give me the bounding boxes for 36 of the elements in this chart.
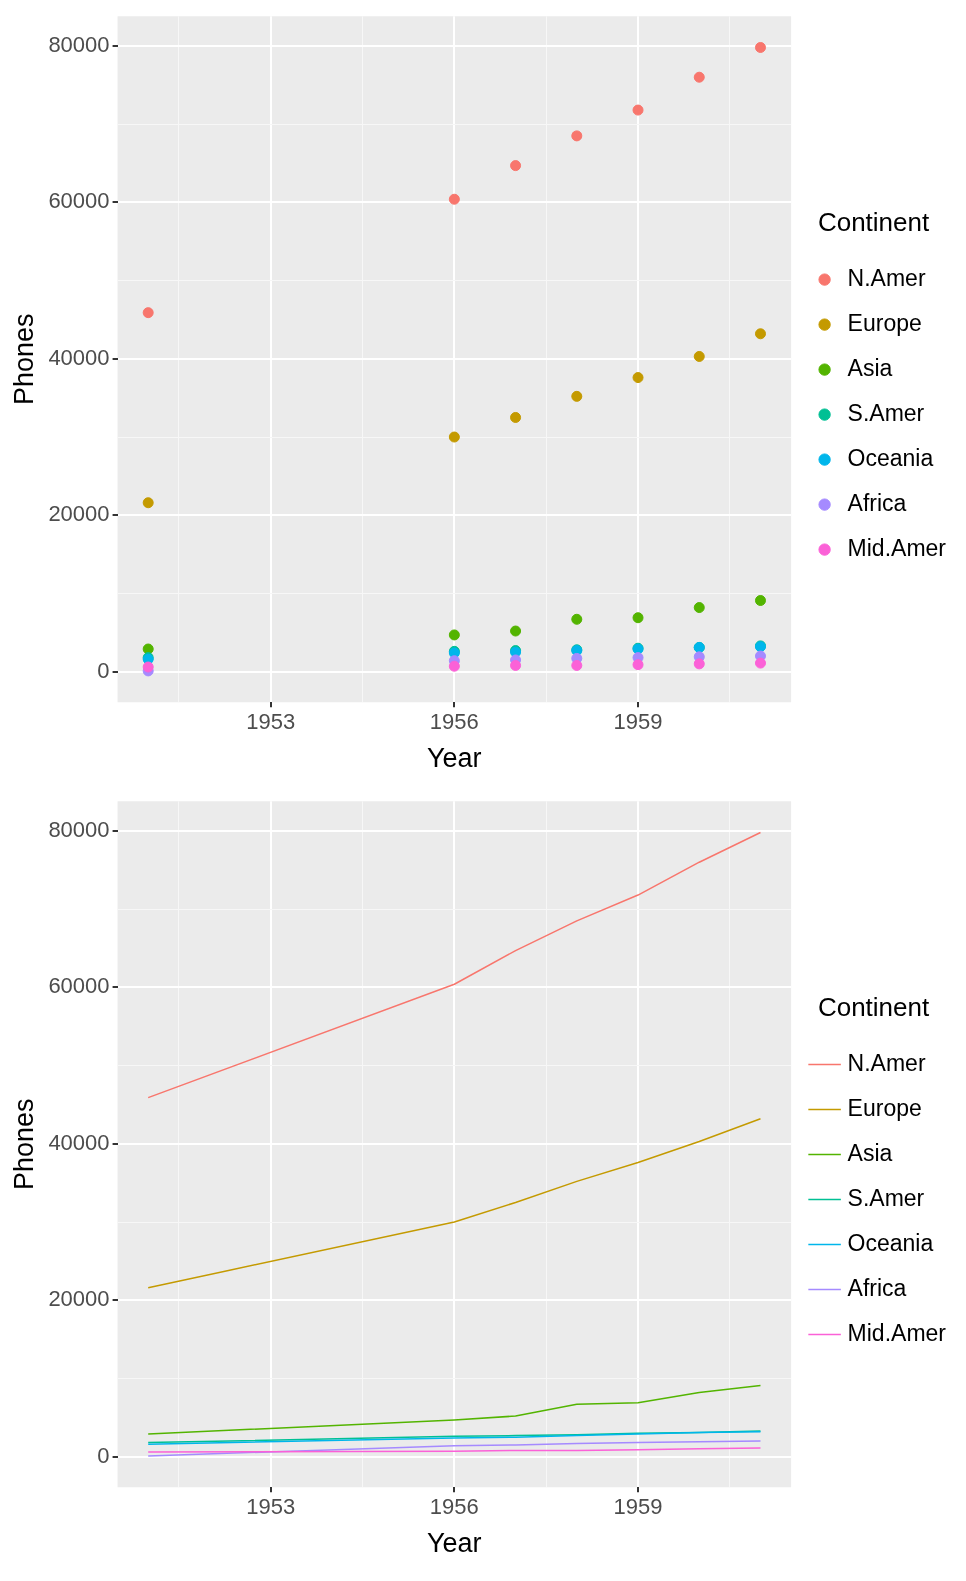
legend-label: N.Amer [847, 264, 926, 291]
y-tick-label: 80000 [48, 31, 110, 57]
y-tick-label: 0 [97, 1442, 110, 1468]
legend-label: Oceania [847, 444, 934, 471]
legend-label: Europe [847, 309, 922, 336]
x-axis-title: Year [427, 1528, 482, 1559]
x-tick-label: 1953 [246, 709, 296, 735]
legend-label: Mid.Amer [847, 1319, 947, 1346]
y-axis-title: Phones [8, 1098, 39, 1190]
y-tick-label: 40000 [48, 344, 110, 370]
y-tick-label: 80000 [48, 816, 110, 842]
y-tick-label: 20000 [48, 501, 110, 527]
x-tick-label: 1953 [246, 1494, 296, 1520]
x-axis-title: Year [427, 743, 482, 774]
y-tick-label: 0 [97, 657, 110, 683]
x-tick-label: 1956 [429, 1494, 479, 1520]
legend-label: S.Amer [847, 1184, 925, 1211]
legend-title: Continent [817, 992, 930, 1023]
legend-label: S.Amer [847, 399, 925, 426]
legend-label: Asia [847, 354, 893, 381]
legend-label: Europe [847, 1094, 922, 1121]
x-tick-label: 1959 [613, 709, 663, 735]
legend-label: Asia [847, 1139, 893, 1166]
legend-label: Africa [847, 489, 907, 516]
legend-label: Mid.Amer [847, 534, 947, 561]
y-axis-title: Phones [8, 313, 39, 405]
y-tick-label: 20000 [48, 1286, 110, 1312]
legend-label: Oceania [847, 1229, 934, 1256]
x-tick-label: 1956 [429, 709, 479, 735]
y-tick-label: 60000 [48, 973, 110, 999]
y-tick-label: 40000 [48, 1129, 110, 1155]
legend-label: Africa [847, 1274, 907, 1301]
legend-title: Continent [817, 207, 930, 238]
x-tick-label: 1959 [613, 1494, 663, 1520]
y-tick-label: 60000 [48, 188, 110, 214]
legend-label: N.Amer [847, 1049, 926, 1076]
